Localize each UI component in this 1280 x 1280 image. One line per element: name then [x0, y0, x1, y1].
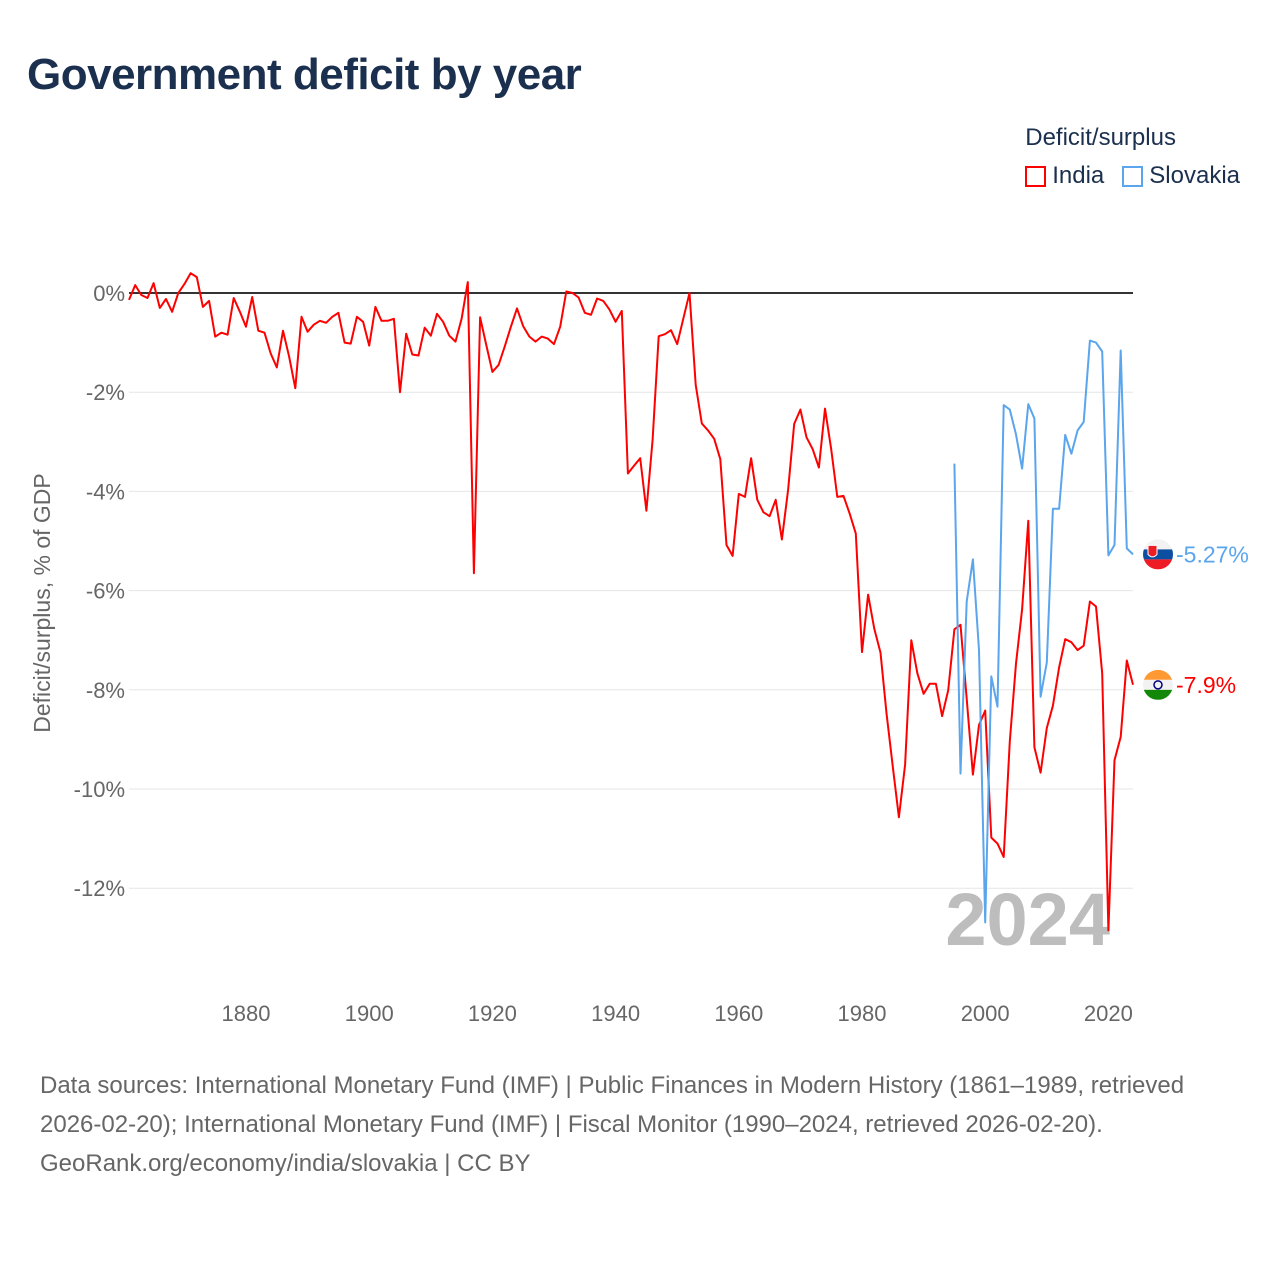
x-tick-label: 1980 — [838, 1001, 887, 1026]
y-tick-label: 0% — [93, 281, 125, 306]
y-tick-label: -6% — [86, 579, 125, 604]
series-line-india[interactable] — [128, 272, 1134, 932]
india-flag-icon — [1143, 669, 1173, 700]
legend-label-india: India — [1052, 162, 1105, 189]
chart-title: Government deficit by year — [27, 50, 582, 99]
credit-link[interactable]: GeoRank.org/economy/india/slovakia | CC … — [40, 1150, 531, 1177]
y-axis-ticks: 0% -2% -4% -6% -8% -10% -12% — [74, 281, 125, 901]
data-sources: Data sources: International Monetary Fun… — [40, 1072, 1185, 1138]
x-tick-label: 1880 — [222, 1001, 271, 1026]
y-tick-label: -2% — [86, 380, 125, 405]
gridlines — [129, 292, 1133, 889]
y-tick-label: -8% — [86, 678, 125, 703]
legend-title: Deficit/surplus — [1025, 124, 1176, 151]
end-value-label-india: -7.9% — [1176, 672, 1236, 698]
series-lines — [128, 272, 1134, 932]
legend: Deficit/surplus India Slovakia — [1025, 124, 1240, 190]
x-tick-label: 1900 — [345, 1001, 394, 1026]
x-tick-label: 1920 — [468, 1001, 517, 1026]
x-tick-label: 1960 — [714, 1001, 763, 1026]
legend-item-india[interactable]: India — [1025, 162, 1104, 190]
year-watermark: 2024 — [945, 878, 1110, 961]
legend-item-slovakia[interactable]: Slovakia — [1122, 162, 1240, 190]
y-tick-label: -4% — [86, 479, 125, 504]
series-line-slovakia[interactable] — [953, 339, 1134, 924]
x-tick-label: 1940 — [591, 1001, 640, 1026]
end-value-label-slovakia: -5.27% — [1176, 541, 1249, 567]
x-tick-label: 2000 — [961, 1001, 1010, 1026]
end-labels: -7.9% -5.27% — [1143, 539, 1249, 700]
legend-label-slovakia: Slovakia — [1149, 162, 1240, 189]
legend-swatch-india — [1025, 165, 1047, 187]
slovakia-flag-icon — [1143, 539, 1173, 570]
legend-swatch-slovakia — [1122, 165, 1144, 187]
footer: Data sources: International Monetary Fun… — [40, 1066, 1240, 1183]
y-tick-label: -12% — [74, 876, 125, 901]
y-axis-title: Deficit/surplus, % of GDP — [29, 473, 55, 732]
x-tick-label: 2020 — [1084, 1001, 1133, 1026]
x-axis-ticks: 1880 1900 1920 1940 1960 1980 2000 2020 — [222, 1001, 1133, 1026]
y-tick-label: -10% — [74, 777, 125, 802]
